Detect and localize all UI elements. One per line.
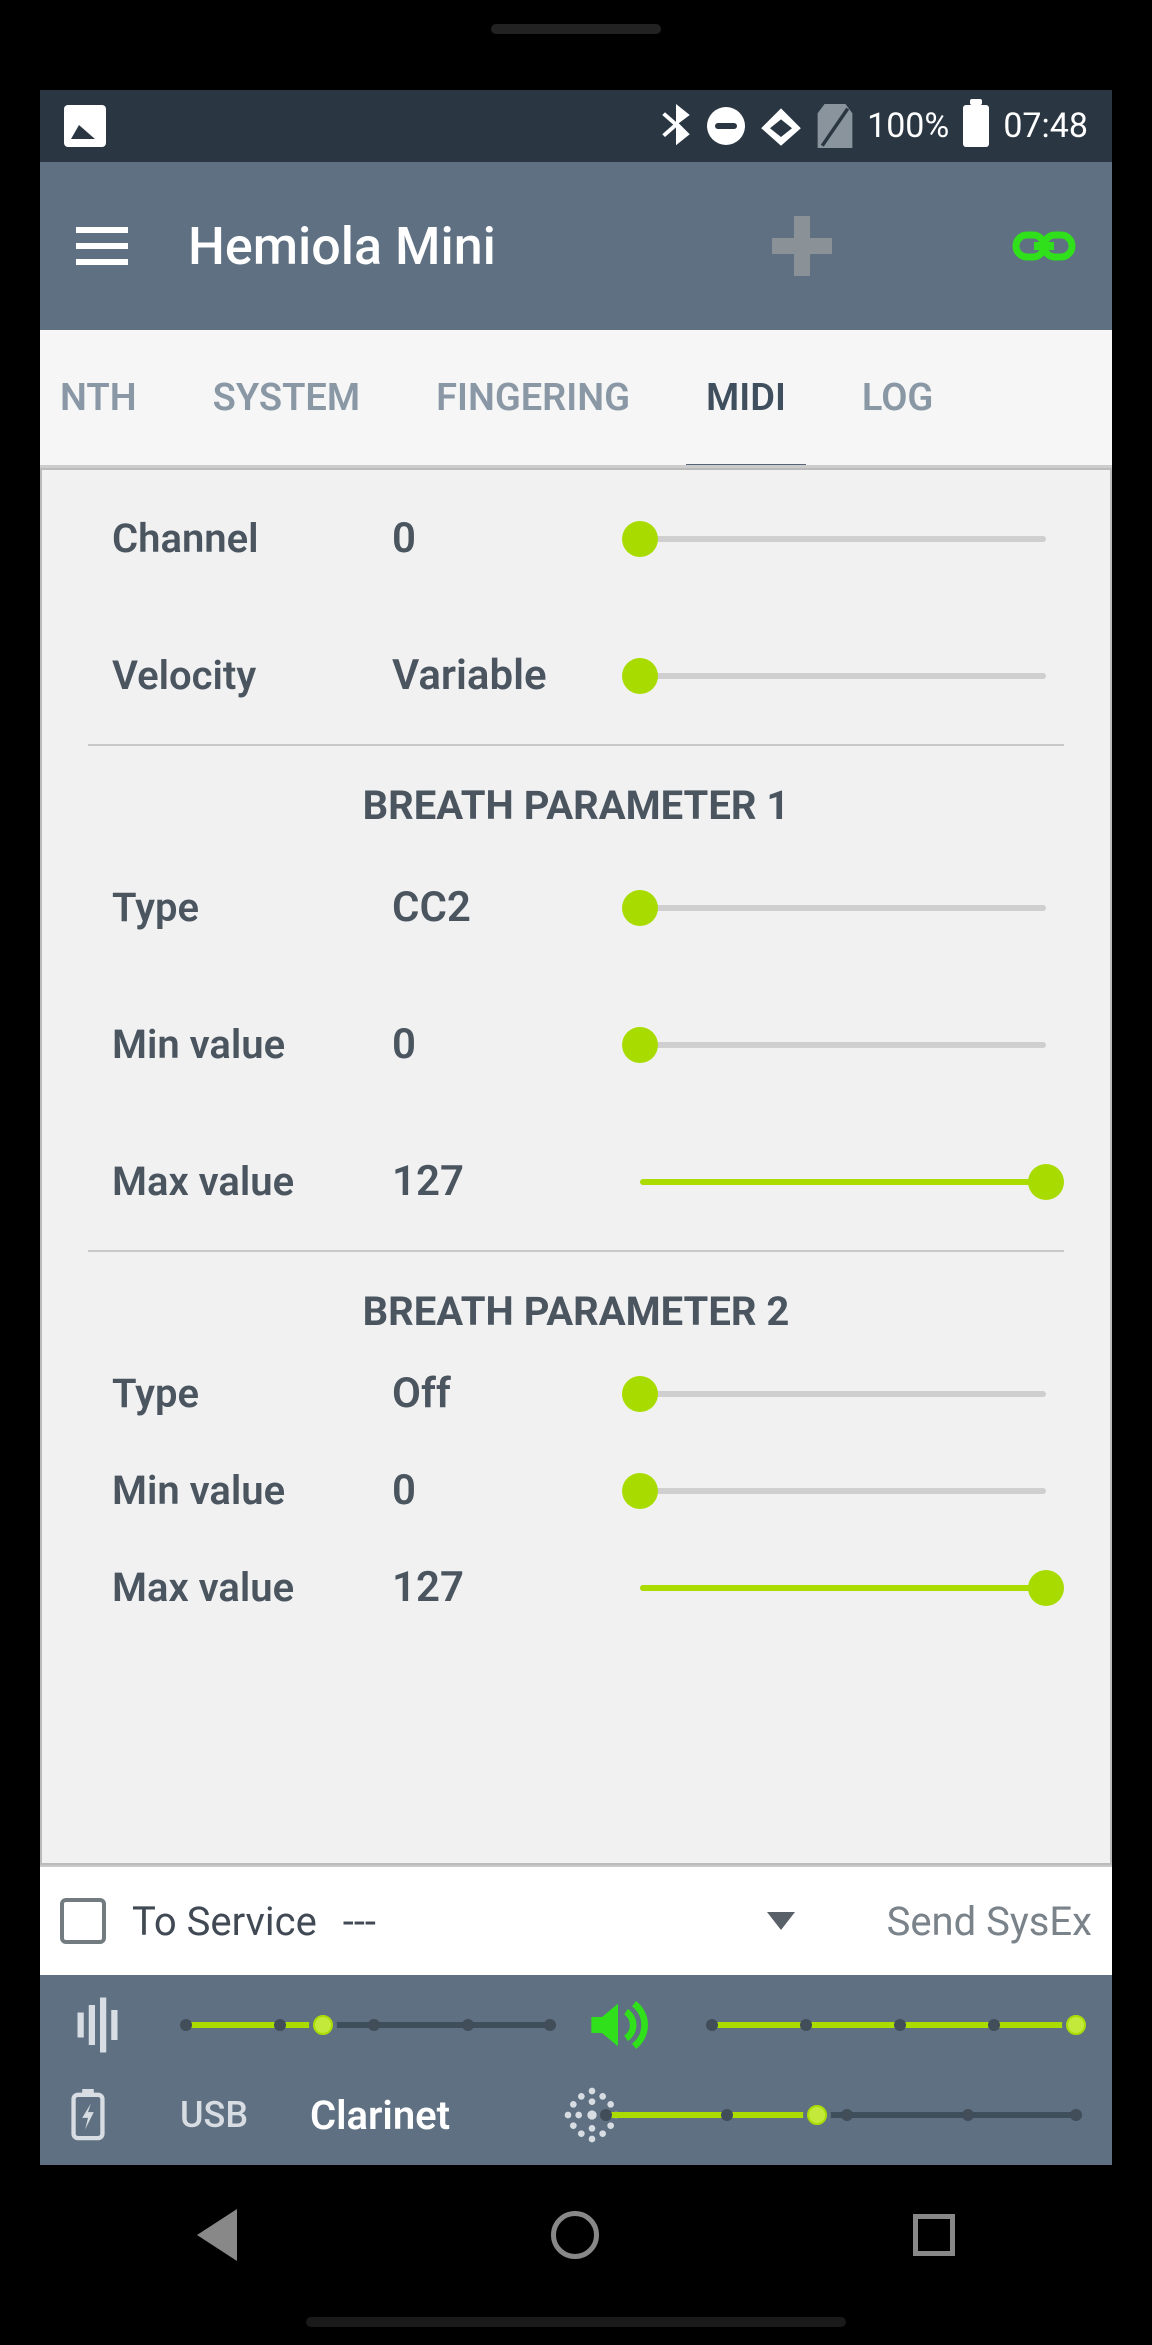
tab-log[interactable]: LOG: [852, 376, 943, 420]
send-sysex-button[interactable]: Send SysEx: [887, 1898, 1092, 1945]
row-bp1-min: Min value 0: [42, 976, 1110, 1113]
clock: 07:48: [1003, 106, 1088, 146]
footer-controls: USB Clarinet: [40, 1975, 1112, 2165]
bp2-min-label: Min value: [112, 1467, 382, 1514]
row-bp2-min: Min value 0: [42, 1442, 1110, 1539]
bluetooth-icon: [659, 104, 693, 148]
bp1-min-value: 0: [392, 1020, 612, 1069]
service-bar: To Service --- Send SysEx: [40, 1865, 1112, 1975]
android-nav-bar: [40, 2165, 1112, 2305]
bp1-max-value: 127: [392, 1157, 612, 1206]
battery-charge-icon: [70, 2089, 106, 2141]
battery-icon: [963, 105, 989, 147]
channel-label: Channel: [112, 515, 382, 562]
row-bp1-max: Max value 127: [42, 1113, 1110, 1250]
channel-slider[interactable]: [622, 521, 1064, 557]
bp1-type-value: CC2: [392, 883, 612, 932]
volume-slider[interactable]: [706, 2007, 1082, 2043]
row-channel: Channel 0: [42, 470, 1110, 607]
app-title: Hemiola Mini: [188, 216, 496, 277]
dpad-icon[interactable]: [772, 216, 832, 276]
link-icon[interactable]: [1012, 229, 1076, 263]
connection-label: USB: [180, 2094, 248, 2136]
bp1-min-label: Min value: [112, 1021, 382, 1068]
midi-settings-panel: Channel 0 Velocity Variable BREATH PARAM…: [40, 468, 1112, 1865]
bp2-type-value: Off: [392, 1369, 612, 1418]
bp2-max-slider[interactable]: [622, 1570, 1064, 1606]
bp1-type-label: Type: [112, 884, 382, 931]
bp2-min-slider[interactable]: [622, 1473, 1064, 1509]
tab-fingering[interactable]: FINGERING: [426, 376, 640, 420]
bp1-max-slider[interactable]: [622, 1164, 1064, 1200]
row-bp2-max: Max value 127: [42, 1539, 1110, 1636]
bp1-max-label: Max value: [112, 1158, 382, 1205]
dropdown-caret-icon[interactable]: [767, 1912, 795, 1930]
row-velocity: Velocity Variable: [42, 607, 1110, 744]
bp2-type-label: Type: [112, 1370, 382, 1417]
screenshot-icon: [64, 105, 106, 147]
tab-bar: NTH SYSTEM FINGERING MIDI LOG: [40, 330, 1112, 468]
velocity-slider[interactable]: [622, 658, 1064, 694]
sim-icon: [817, 104, 853, 148]
nav-home-button[interactable]: [551, 2211, 599, 2259]
dnd-icon: [707, 107, 745, 145]
battery-text: 100%: [867, 106, 949, 146]
status-bar: 100% 07:48: [40, 90, 1112, 162]
bp1-min-slider[interactable]: [622, 1027, 1064, 1063]
bp2-max-value: 127: [392, 1563, 612, 1612]
row-bp2-type: Type Off: [42, 1345, 1110, 1442]
velocity-value: Variable: [392, 651, 612, 700]
sensitivity-icon: [70, 1995, 130, 2055]
menu-button[interactable]: [76, 227, 128, 265]
nav-back-button[interactable]: [197, 2209, 237, 2261]
bp2-title: BREATH PARAMETER 2: [42, 1252, 1110, 1345]
instrument-label[interactable]: Clarinet: [310, 2092, 450, 2139]
wifi-icon: [759, 104, 803, 148]
velocity-label: Velocity: [112, 652, 382, 699]
bp1-title: BREATH PARAMETER 1: [42, 746, 1110, 839]
sensitivity-slider[interactable]: [180, 2007, 556, 2043]
service-dropdown-value[interactable]: ---: [343, 1898, 376, 1945]
volume-icon: [586, 1993, 650, 2057]
tab-midi[interactable]: MIDI: [696, 376, 796, 420]
channel-value: 0: [392, 514, 612, 563]
bp2-max-label: Max value: [112, 1564, 382, 1611]
bp2-type-slider[interactable]: [622, 1376, 1064, 1412]
bottom-slider[interactable]: [600, 2097, 1082, 2133]
app-bar: Hemiola Mini: [40, 162, 1112, 330]
tab-synth[interactable]: NTH: [50, 376, 147, 420]
to-service-checkbox[interactable]: [60, 1898, 106, 1944]
to-service-label: To Service: [132, 1898, 317, 1945]
bp1-type-slider[interactable]: [622, 890, 1064, 926]
row-bp1-type: Type CC2: [42, 839, 1110, 976]
tab-system[interactable]: SYSTEM: [203, 376, 371, 420]
nav-recent-button[interactable]: [913, 2214, 955, 2256]
bp2-min-value: 0: [392, 1466, 612, 1515]
